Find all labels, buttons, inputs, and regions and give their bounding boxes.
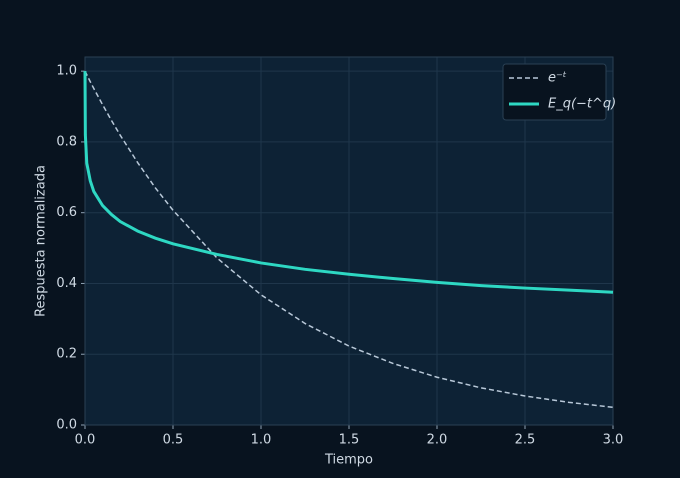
plot-frame: [84, 56, 614, 426]
y-tick-label: 0.2: [56, 347, 77, 362]
y-axis-label: Respuesta normalizada: [34, 165, 49, 317]
x-axis-label: Tiempo: [324, 453, 373, 468]
line-series: [83, 71, 614, 294]
line-series: [84, 70, 614, 409]
legend-label: E_q(−t^q): [548, 97, 616, 112]
x-tick-label: 0.0: [75, 433, 96, 448]
y-tick-label: 0.6: [56, 205, 77, 220]
y-tick-label: 0.8: [56, 134, 77, 149]
y-tick-label: 0.0: [56, 418, 77, 433]
x-tick-label: 0.5: [163, 433, 184, 448]
y-tick-label: 0.4: [56, 276, 77, 291]
x-tick-label: 2.5: [515, 433, 536, 448]
x-tick-label: 1.0: [251, 433, 272, 448]
x-tick-label: 2.0: [427, 433, 448, 448]
y-tick-label: 1.0: [56, 64, 77, 79]
x-tick-label: 1.5: [339, 433, 360, 448]
legend-label: e⁻ᵗ: [548, 71, 567, 86]
x-tick-label: 3.0: [603, 433, 624, 448]
